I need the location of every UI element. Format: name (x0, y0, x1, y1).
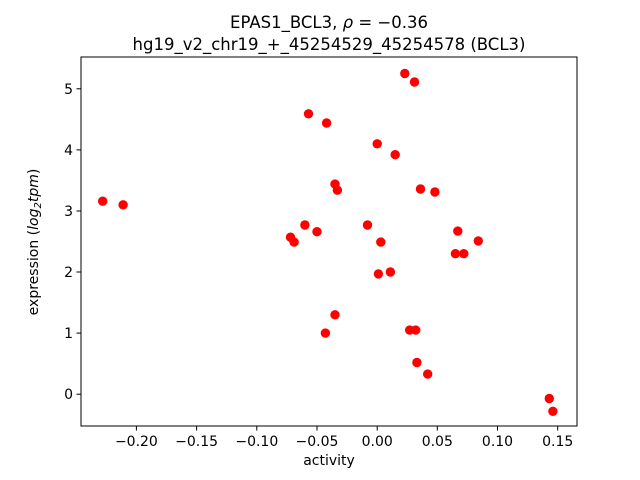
data-point (372, 139, 382, 149)
data-point (303, 109, 314, 119)
y-axis-label-suffix: ) (26, 169, 42, 174)
plot-area-border (80, 56, 578, 427)
data-point (390, 150, 400, 160)
data-point (544, 393, 554, 404)
data-point (459, 249, 469, 259)
data-point (415, 184, 426, 194)
data-point (118, 200, 128, 210)
plot-title-rho-symbol: ρ (343, 13, 354, 32)
data-point (548, 406, 558, 416)
data-point (330, 310, 340, 320)
x-tick-label: −0.05 (296, 434, 339, 450)
data-point (376, 237, 386, 247)
data-point (332, 185, 343, 195)
data-point (98, 196, 108, 206)
x-tick-label: −0.15 (175, 434, 218, 450)
x-tick-label: −0.10 (235, 434, 278, 450)
data-point (430, 187, 440, 197)
plot-title-prefix: EPAS1_BCL3, (230, 13, 343, 33)
y-axis-label-tpm: tpm (26, 174, 42, 202)
y-tick-label: 3 (64, 204, 73, 220)
y-axis-label-log: log (26, 208, 42, 229)
plot-title-rho-value: = −0.36 (353, 13, 428, 32)
data-point (450, 249, 461, 259)
data-point (373, 269, 384, 279)
data-point (289, 237, 299, 247)
data-point (453, 226, 463, 236)
data-point (300, 220, 310, 230)
x-axis-label: activity (303, 453, 355, 469)
y-axis-label: expression (log2tpm) (26, 169, 44, 316)
y-axis: 0 1 2 3 4 5 (64, 82, 81, 403)
x-axis: −0.20 −0.15 −0.10 −0.05 0.00 0.05 0.10 0.15 (115, 426, 573, 450)
data-point (362, 220, 373, 230)
y-tick-label: 1 (64, 326, 73, 342)
plot-subtitle: hg19_v2_chr19_+_45254529_45254578 (BCL3) (133, 35, 526, 55)
data-points-layer (98, 68, 558, 416)
data-point (409, 77, 420, 87)
plot-title: EPAS1_BCL3, ρ = −0.36 (230, 13, 428, 33)
data-point (412, 357, 422, 368)
x-tick-label: 0.15 (542, 434, 573, 450)
data-point (411, 325, 421, 335)
data-point (320, 328, 331, 338)
y-tick-label: 4 (64, 143, 73, 159)
y-tick-label: 2 (64, 265, 73, 281)
x-tick-label: 0.10 (482, 434, 513, 450)
y-axis-label-prefix: expression ( (26, 230, 42, 315)
y-axis-label-log-base: 2 (33, 202, 44, 208)
data-point (385, 267, 396, 277)
data-point (312, 227, 322, 237)
data-point (473, 236, 483, 246)
y-tick-label: 5 (64, 82, 73, 98)
data-point (321, 118, 332, 128)
y-tick-label: 0 (64, 387, 73, 403)
x-tick-label: −0.20 (115, 434, 158, 450)
x-tick-label: 0.00 (362, 434, 393, 450)
x-tick-label: 0.05 (422, 434, 453, 450)
data-point (400, 68, 410, 79)
data-point (423, 369, 433, 379)
